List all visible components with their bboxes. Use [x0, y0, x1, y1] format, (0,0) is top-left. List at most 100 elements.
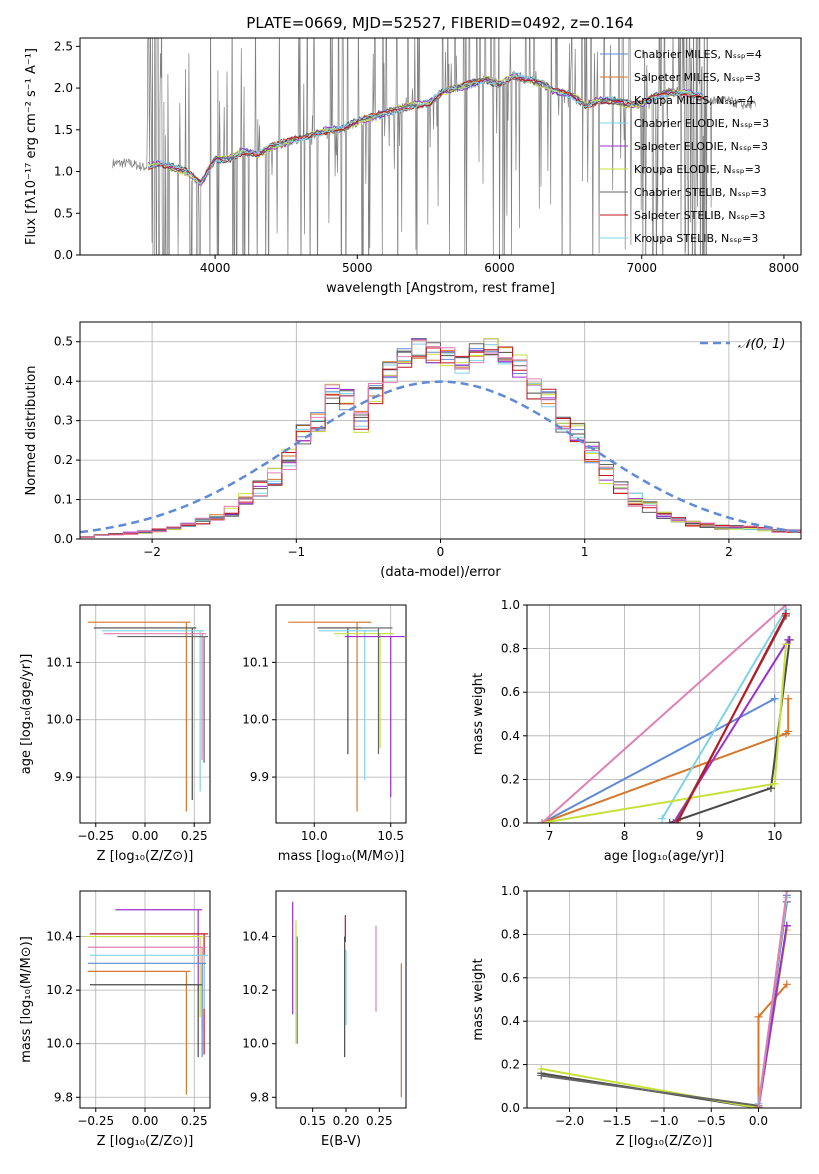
y-tick-label: 9.8: [250, 1090, 269, 1104]
y-tick-label: 0.4: [501, 1014, 520, 1028]
spectrum-plot-area: [112, 38, 756, 255]
mass-weight-point: [770, 779, 779, 788]
x-axis-label: Z [log₁₀(Z/Z⊙)]: [97, 849, 194, 864]
y-tick-label: 10.0: [242, 1037, 269, 1051]
y-tick-label: 1.0: [501, 884, 520, 898]
y-axis-label: mass weight: [471, 673, 486, 755]
mass-weight-point: [770, 694, 779, 703]
model-spectrum-line: [148, 77, 704, 184]
y-tick-label: 0.2: [501, 1058, 520, 1072]
y-tick-label: 0.8: [501, 642, 520, 656]
y-tick-label: 0.3: [54, 414, 73, 428]
y-tick-label: 1.0: [54, 165, 73, 179]
mass-weight-point: [673, 819, 682, 823]
x-tick-label: −1.0: [649, 1114, 678, 1128]
normal-curve: [80, 380, 801, 534]
x-tick-label: −0.25: [77, 1114, 114, 1128]
mass-weight-line: [541, 697, 776, 823]
massweight-vs-age-plot-area: [538, 605, 794, 823]
x-tick-label: 0.00: [132, 829, 159, 843]
x-tick-label: 10.5: [377, 829, 404, 843]
mass-vs-Z-plot-area: [85, 909, 209, 1095]
x-tick-label: 0.15: [299, 1114, 326, 1128]
y-tick-label: 0.0: [54, 248, 73, 262]
x-axis-label: (data-model)/error: [380, 565, 501, 580]
mass-weight-point: [781, 605, 790, 609]
x-tick-label: −2: [143, 545, 161, 559]
legend-entry: Salpeter ELODIE, Nₛₛₚ=3: [634, 140, 768, 153]
axes-frame: [79, 604, 211, 824]
x-tick-label: 0.25: [366, 1114, 393, 1128]
y-tick-label: 9.9: [54, 770, 73, 784]
y-axis-label: age [log₁₀(age/yr)]: [19, 654, 34, 775]
y-axis-label: mass weight: [471, 958, 486, 1040]
legend-entry: Chabrier STELIB, Nₛₛₚ=3: [634, 186, 767, 199]
age-vs-mass-plot-area: [288, 621, 405, 812]
x-tick-label: 0.25: [181, 1114, 208, 1128]
mass-weight-point: [781, 609, 790, 618]
axes-frame: [275, 890, 407, 1109]
x-tick-label: 0.0: [749, 1114, 768, 1128]
legend-entry: 𝒩(0, 1): [738, 337, 785, 352]
mass-weight-point: [754, 1012, 763, 1021]
y-tick-label: 1.5: [54, 123, 73, 137]
histogram-step: [80, 339, 801, 538]
age-vs-mass-panel: 10.0 10.5 9.9 10.0 10.1 mass [log₁₀(M/M⊙)]: [242, 604, 407, 864]
x-tick-label: 6000: [484, 261, 515, 275]
y-tick-label: 9.9: [250, 770, 269, 784]
y-tick-label: 0.5: [54, 335, 73, 349]
y-axis-label: Flux [fλ10⁻¹⁷ erg cm⁻² s⁻¹ A⁻¹]: [24, 48, 39, 245]
mass-weight-point: [782, 921, 791, 930]
x-tick-label: 4000: [200, 261, 231, 275]
y-axis-label: Normed distribution: [24, 366, 39, 496]
mass-weight-point: [537, 1071, 546, 1080]
x-tick-label: 5000: [342, 261, 373, 275]
x-tick-label: 8000: [769, 261, 800, 275]
massweight-vs-Z-plot-area: [537, 891, 791, 1108]
legend-entry: Salpeter STELIB, Nₛₛₚ=3: [634, 209, 766, 222]
y-tick-label: 0.8: [501, 927, 520, 941]
x-tick-label: 1: [581, 545, 589, 559]
mass-weight-line: [757, 891, 788, 1108]
y-tick-label: 0.6: [501, 971, 520, 985]
hist-plot-area: [80, 338, 801, 538]
axes-frame: [526, 890, 802, 1109]
x-axis-label: mass [log₁₀(M/M⊙)]: [278, 849, 405, 864]
axes-frame: [79, 890, 211, 1109]
y-tick-label: 1.0: [501, 598, 520, 612]
legend-entry: Kroupa MILES, Nₛₛₚ=4: [634, 94, 754, 107]
x-tick-label: −0.25: [77, 829, 114, 843]
x-tick-label: 0.20: [333, 1114, 360, 1128]
massweight-vs-age-panel: 7 8 9 10 0.0 0.2 0.4 0.6 0.8 1.0 age [log₁₀(age/yr…: [471, 598, 802, 864]
y-tick-label: 10.2: [46, 983, 73, 997]
x-tick-label: −1: [287, 545, 305, 559]
x-tick-label: 10.0: [301, 829, 328, 843]
y-tick-label: 10.0: [242, 713, 269, 727]
histogram-step: [80, 346, 801, 538]
x-tick-label: −2.0: [555, 1114, 584, 1128]
x-tick-label: 0.00: [132, 1114, 159, 1128]
y-tick-label: 0.1: [54, 493, 73, 507]
mass-weight-point: [781, 640, 790, 649]
mass-weight-line: [661, 608, 787, 820]
y-tick-label: 0.2: [54, 453, 73, 467]
x-axis-label: E(B-V): [321, 1134, 361, 1149]
mass-weight-point: [766, 784, 775, 793]
axes-frame: [79, 37, 802, 256]
age-vs-Z-panel: −0.25 0.00 0.25 9.9 10.0 10.1 Z [log₁₀(Z/Z⊙)] a…: [19, 604, 211, 864]
x-tick-label: 0: [437, 545, 445, 559]
mass-weight-point: [784, 694, 793, 703]
axes-frame: [275, 604, 407, 824]
y-tick-label: 0.0: [501, 1101, 520, 1115]
figure-title: PLATE=0669, MJD=52527, FIBERID=0492, z=0…: [246, 14, 633, 32]
y-tick-label: 0.0: [501, 816, 520, 830]
x-axis-label: wavelength [Angstrom, rest frame]: [326, 281, 555, 296]
axes-frame: [79, 321, 802, 540]
x-tick-label: 8: [621, 829, 629, 843]
axes-frame: [526, 604, 802, 824]
x-tick-label: −0.5: [697, 1114, 726, 1128]
mass-weight-point: [782, 980, 791, 989]
mass-weight-line: [541, 698, 790, 823]
legend-entry: Kroupa STELIB, Nₛₛₚ=3: [634, 232, 758, 245]
